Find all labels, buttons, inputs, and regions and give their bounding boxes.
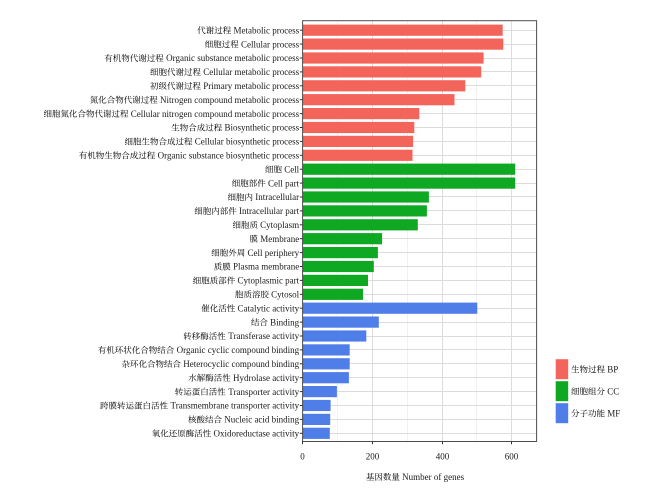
svg-text:Cellular nitrogen compound met: Cellular nitrogen compound metabolic pro… [131,109,300,119]
svg-text:Binding: Binding [270,317,300,327]
svg-text:Organic cyclic compound bindin: Organic cyclic compound binding [177,345,300,355]
svg-text:Organic substance metabolic pr: Organic substance metabolic process [166,53,300,63]
svg-text:Plasma membrane: Plasma membrane [233,262,299,272]
svg-text:Transferase activity: Transferase activity [228,331,299,341]
svg-text:600: 600 [505,452,519,462]
svg-text:Cellular process: Cellular process [241,39,300,49]
svg-text:Hydrolase activity: Hydrolase activity [233,373,300,383]
svg-text:BP: BP [607,364,618,374]
svg-text:0: 0 [300,452,305,462]
svg-text:Membrane: Membrane [260,234,299,244]
svg-text:Cell: Cell [284,164,299,174]
svg-text:Primary metabolic process: Primary metabolic process [203,81,299,91]
svg-text:Biosynthetic process: Biosynthetic process [224,123,299,133]
svg-text:MF: MF [607,408,620,418]
svg-text:Heterocyclic compound binding: Heterocyclic compound binding [183,359,299,369]
svg-text:Cellular biosynthetic process: Cellular biosynthetic process [195,137,300,147]
svg-text:Cellular metabolic process: Cellular metabolic process [203,67,299,77]
svg-text:Metabolic process: Metabolic process [233,25,299,35]
svg-text:Cytoplasmic part: Cytoplasmic part [237,276,299,286]
svg-text:Nucleic acid binding: Nucleic acid binding [224,415,299,425]
svg-text:Cell periphery: Cell periphery [247,248,299,258]
svg-text:Cytosol: Cytosol [271,290,300,300]
svg-text:Transporter activity: Transporter activity [228,387,299,397]
svg-text:400: 400 [436,452,450,462]
svg-text:Nitrogen compound metabolic pr: Nitrogen compound metabolic process [160,95,300,105]
svg-text:Intracellular part: Intracellular part [239,206,300,216]
svg-text:Oxidoreductase activity: Oxidoreductase activity [213,429,299,439]
svg-text:Cytoplasm: Cytoplasm [260,220,299,230]
svg-text:Catalytic activity: Catalytic activity [237,303,299,313]
svg-text:200: 200 [366,452,380,462]
svg-text:Cell part: Cell part [268,178,300,188]
svg-text:Transmembrane transporter acti: Transmembrane transporter activity [171,401,300,411]
svg-text:Intracellular: Intracellular [255,192,299,202]
svg-text:Organic substance biosynthetic: Organic substance biosynthetic process [158,151,300,161]
svg-text:Number of genes: Number of genes [402,472,464,482]
svg-text:CC: CC [607,386,619,396]
